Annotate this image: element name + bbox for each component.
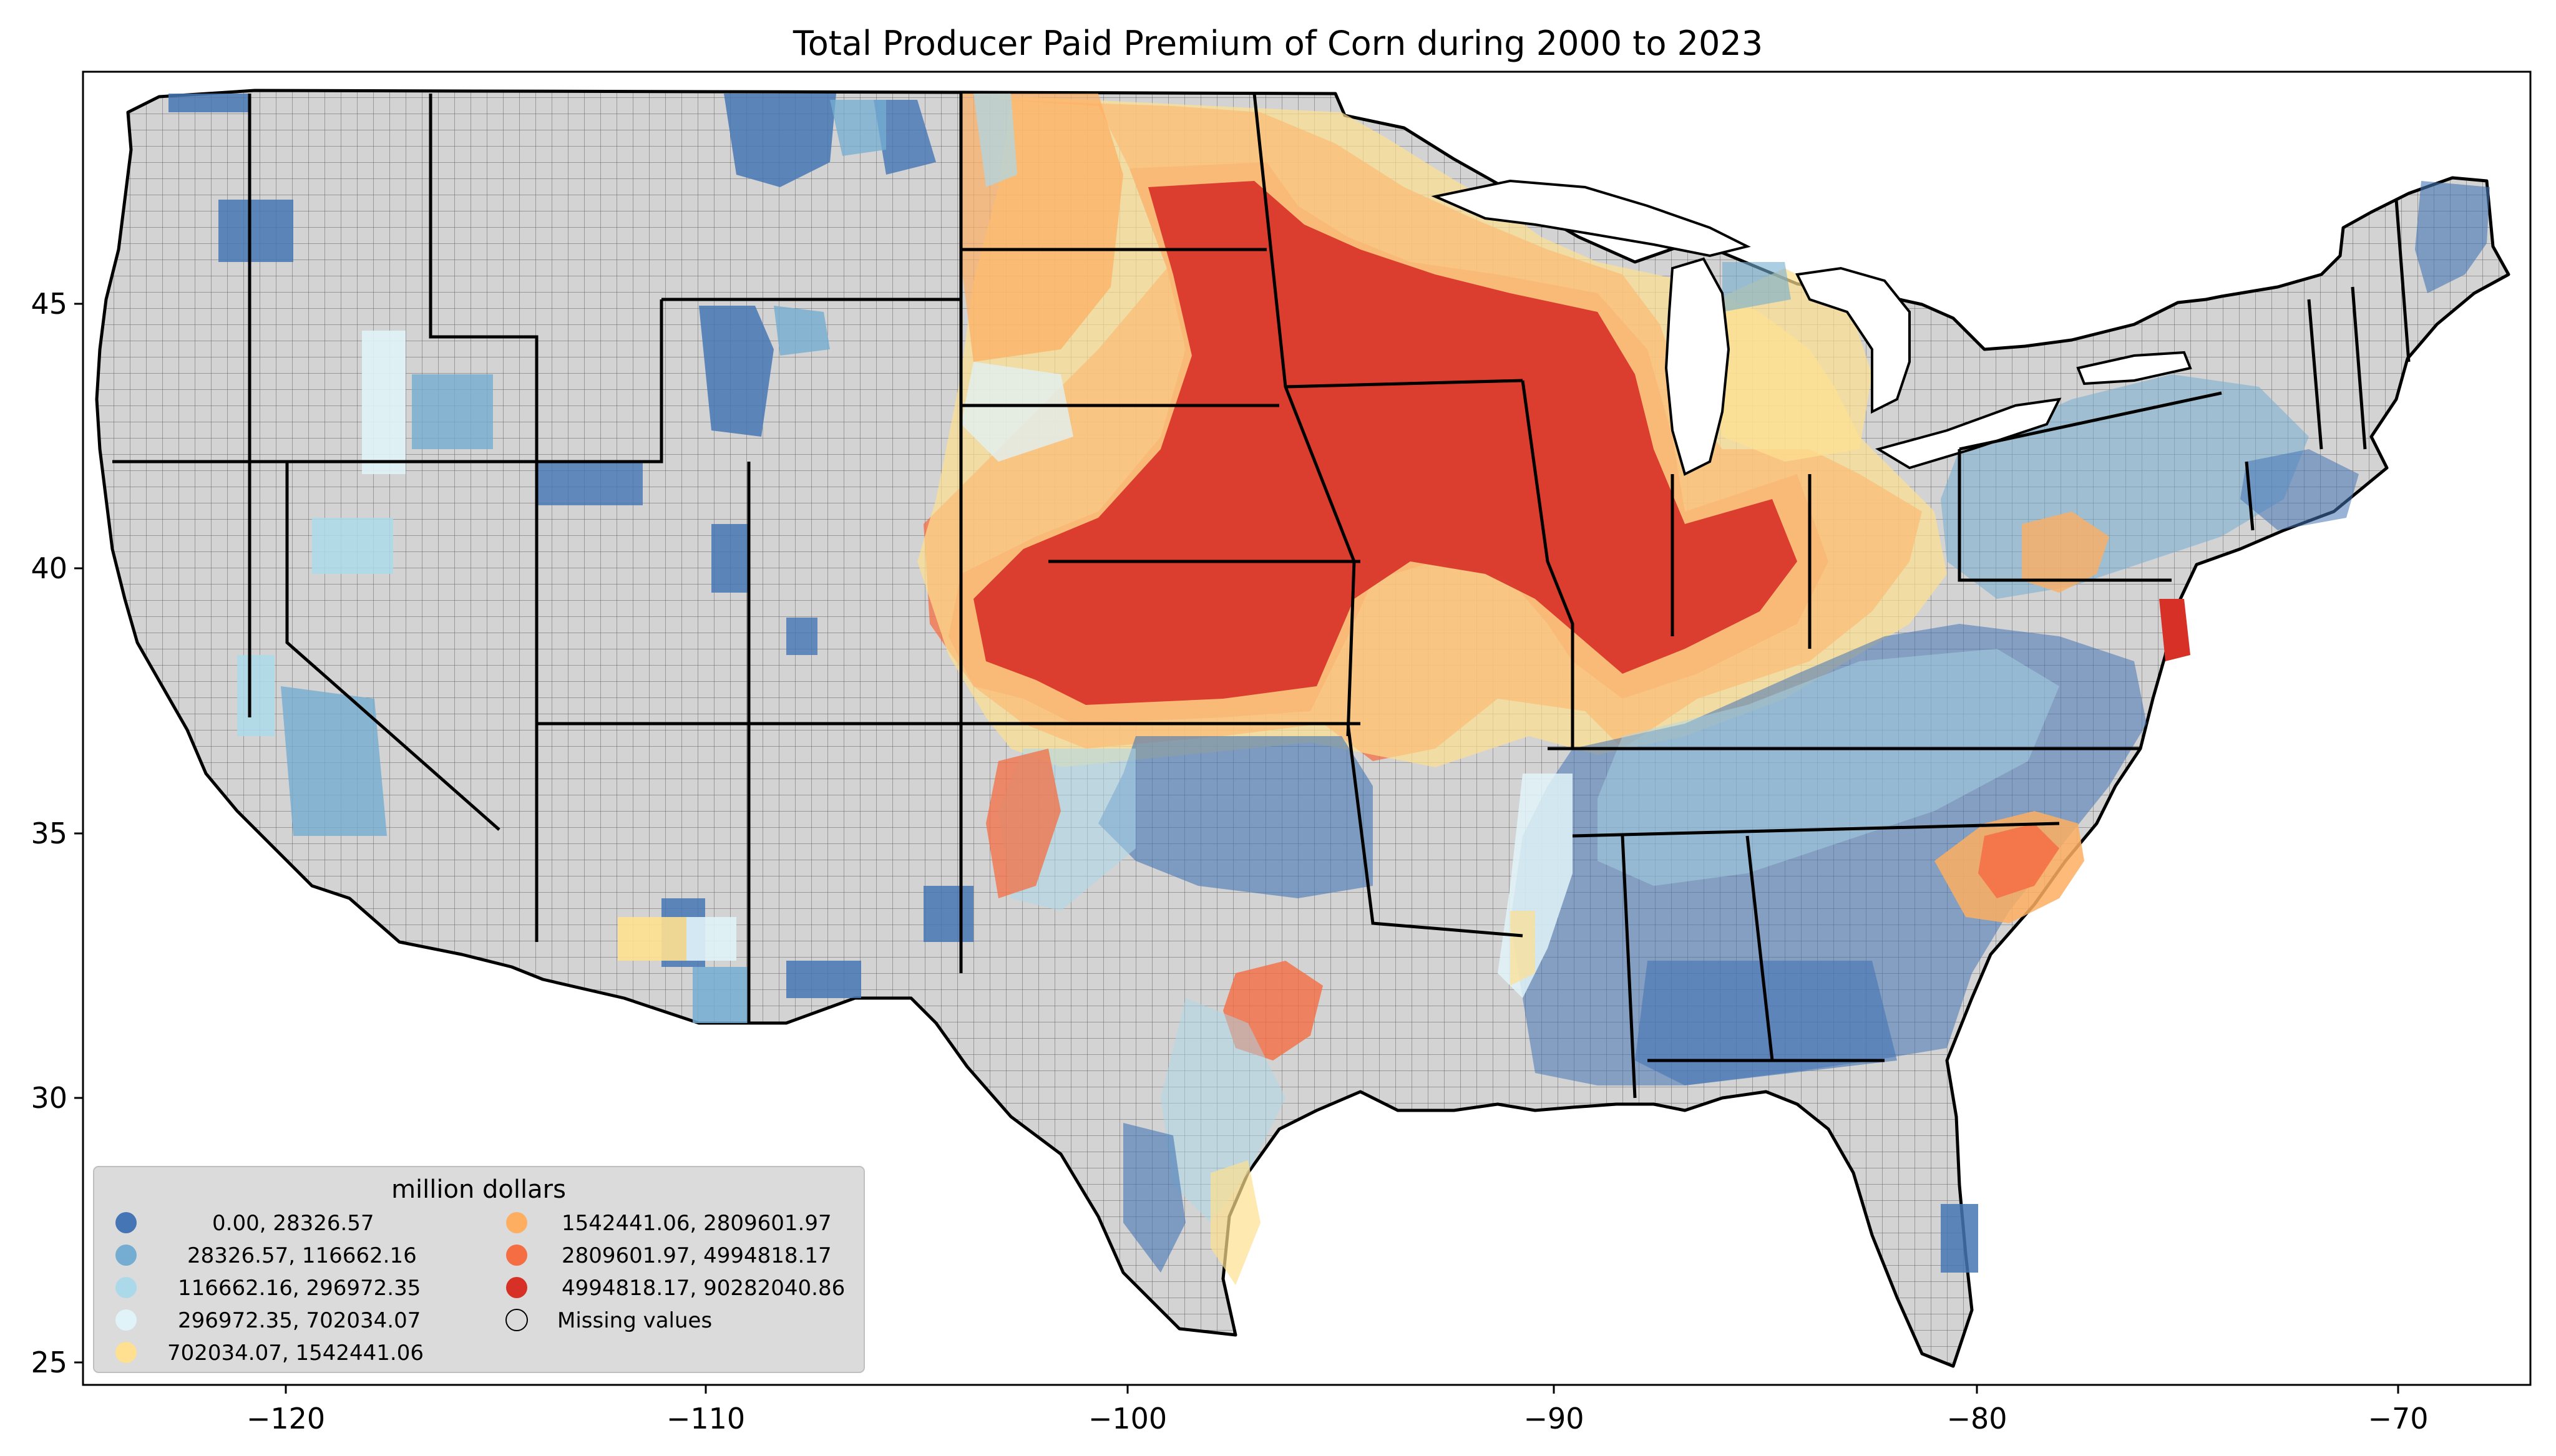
lake-superior [1431, 179, 1751, 258]
map-layer [95, 89, 2510, 1368]
legend-label: 116662.16, 296972.35 [178, 1276, 421, 1301]
x-tick-label: −70 [2368, 1402, 2428, 1435]
lake-erie [1875, 397, 2062, 470]
map-title: Total Producer Paid Premium of Corn duri… [793, 24, 1763, 63]
legend-label: 2809601.97, 4994818.17 [562, 1243, 832, 1268]
legend-swatch-missing [505, 1309, 528, 1331]
legend-label: 702034.07, 1542441.06 [167, 1341, 424, 1366]
legend-label: 28326.57, 116662.16 [187, 1243, 417, 1268]
y-tick-label: 30 [31, 1081, 67, 1115]
lake-ontario [2076, 351, 2192, 386]
lake-huron [1795, 266, 1911, 414]
region-montana-blue [724, 94, 836, 187]
x-axis: −120 −110 −100 −90 −80 −70 [246, 1385, 2429, 1435]
region-michigan [1710, 268, 1872, 462]
x-tick-label: −90 [1523, 1402, 1584, 1435]
y-tick-label: 25 [31, 1346, 67, 1379]
legend-label: 1542441.06, 2809601.97 [562, 1211, 832, 1236]
region-oklahoma [1098, 736, 1373, 898]
state-boundaries [112, 93, 2411, 1099]
legend-label: 4994818.17, 90282040.86 [562, 1276, 845, 1301]
y-tick-label: 40 [31, 551, 67, 585]
legend-label: 0.00, 28326.57 [212, 1211, 374, 1236]
x-tick-label: −110 [666, 1402, 745, 1435]
lake-michigan [1664, 257, 1730, 476]
legend-swatch [115, 1277, 137, 1298]
y-tick-label: 45 [31, 287, 67, 321]
legend-label: 296972.35, 702034.07 [178, 1308, 421, 1333]
legend-swatch [506, 1212, 527, 1233]
legend-label: Missing values [557, 1308, 712, 1333]
legend: million dollars 0.00, 28326.57 28326.57,… [93, 1166, 865, 1373]
y-tick-label: 35 [31, 817, 67, 850]
legend-swatch [115, 1309, 137, 1331]
legend-swatch [115, 1212, 137, 1233]
legend-swatch [115, 1342, 137, 1363]
legend-swatch [115, 1245, 137, 1266]
region-newengland [2415, 181, 2490, 293]
x-tick-label: −120 [246, 1402, 325, 1435]
x-tick-label: −80 [1946, 1402, 2007, 1435]
legend-box [93, 1166, 865, 1373]
legend-swatch [506, 1277, 527, 1298]
y-axis: 45 40 35 30 25 [31, 287, 83, 1379]
great-lakes [1431, 179, 2192, 476]
legend-title: million dollars [391, 1175, 566, 1204]
legend-swatch [506, 1245, 527, 1266]
x-tick-label: −100 [1088, 1402, 1167, 1435]
